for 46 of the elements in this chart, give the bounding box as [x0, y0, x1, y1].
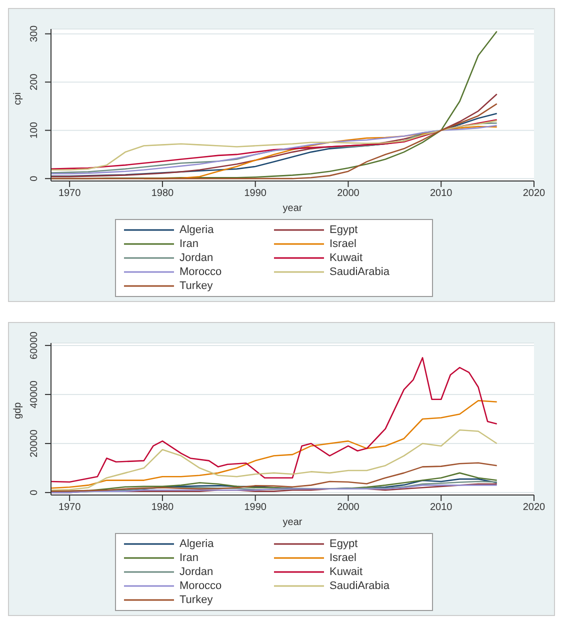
x-tick-label: 2010 — [430, 188, 453, 200]
x-tick-label: 2000 — [337, 502, 360, 514]
legend-label: Morocco — [180, 266, 222, 278]
legend-label: Kuwait — [330, 566, 363, 578]
legend-label: Iran — [180, 238, 198, 250]
x-tick-label: 1980 — [151, 502, 174, 514]
x-tick-label: 1980 — [151, 188, 174, 200]
y-tick-label: 60000 — [29, 331, 40, 360]
line-series — [51, 429, 498, 491]
x-tick-label: 1990 — [244, 188, 267, 200]
x-axis-title: year — [282, 517, 303, 528]
x-tick-label: 2020 — [522, 502, 546, 514]
y-axis-title: cpi — [12, 92, 24, 105]
y-tick-label: 300 — [29, 25, 40, 42]
legend-label: Israel — [330, 238, 356, 250]
y-tick-label: 20000 — [29, 429, 40, 458]
legend-label: Egypt — [330, 224, 358, 236]
x-tick-label: 1970 — [58, 188, 82, 200]
legend-label: Egypt — [330, 538, 358, 550]
legend-label: Jordan — [180, 252, 214, 264]
line-series — [51, 357, 498, 483]
legend-label: SaudiArabia — [330, 580, 390, 592]
x-tick-label: 2020 — [522, 188, 546, 200]
y-axis-title: gdp — [12, 402, 24, 419]
legend-label: Kuwait — [330, 252, 363, 264]
y-tick-label: 0 — [29, 489, 40, 496]
x-tick-label: 2000 — [337, 188, 360, 200]
y-tick-label: 200 — [29, 73, 40, 90]
legend-label: Turkey — [180, 280, 213, 292]
x-tick-label: 2010 — [430, 502, 453, 514]
y-tick-label: 0 — [29, 175, 40, 182]
y-tick-label: 40000 — [29, 380, 40, 408]
legend-label: Algeria — [180, 538, 214, 550]
legend-label: Israel — [330, 552, 356, 564]
x-tick-label: 1990 — [244, 502, 267, 514]
legend-label: Jordan — [180, 566, 214, 578]
legend-label: SaudiArabia — [330, 266, 390, 278]
y-tick-label: 100 — [29, 122, 40, 139]
legend-label: Iran — [180, 552, 198, 564]
x-axis-title: year — [282, 203, 303, 214]
legend-label: Algeria — [180, 224, 214, 236]
line-series — [51, 462, 498, 492]
x-tick-label: 1970 — [58, 502, 82, 514]
legend-label: Turkey — [180, 594, 213, 606]
line-series — [51, 400, 498, 489]
legend-label: Morocco — [180, 580, 222, 592]
